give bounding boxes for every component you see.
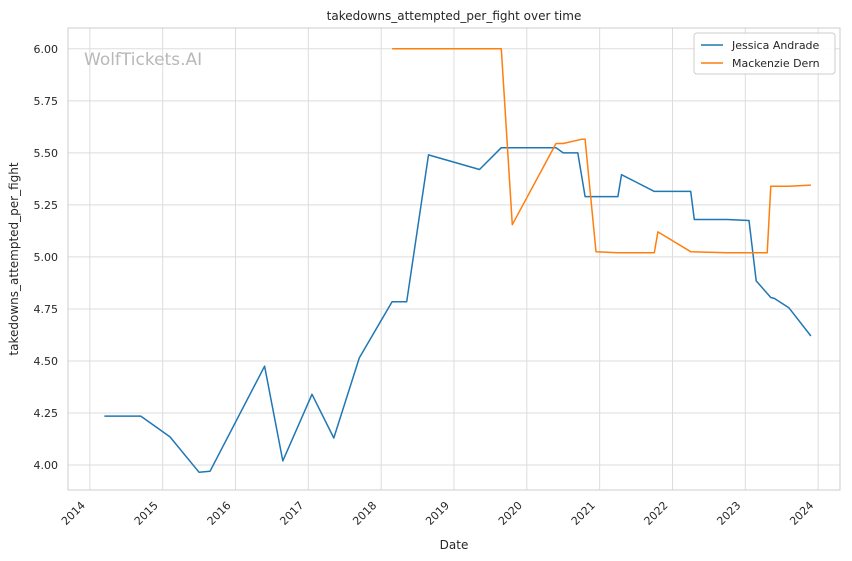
y-axis-ticks: 4.00 4.25 4.50 4.75 5.00 5.25 5.50 5.75 6.00 [34,43,59,472]
watermark: WolfTickets.AI [84,50,202,70]
chart-title: takedowns_attempted_per_fight over time [327,9,582,23]
x-tick-label: 2023 [714,499,743,528]
x-tick-label: 2020 [496,499,525,528]
y-tick-label: 5.25 [34,199,59,212]
x-tick-label: 2018 [350,499,379,528]
y-tick-label: 4.25 [34,407,59,420]
x-tick-label: 2019 [423,499,452,528]
plot-frame [67,27,841,491]
grid [68,28,840,490]
x-tick-label: 2022 [642,499,671,528]
y-tick-label: 6.00 [34,43,59,56]
y-tick-label: 5.50 [34,147,59,160]
x-axis-label: Date [440,538,469,552]
series-lines [104,48,812,474]
x-tick-label: 2016 [205,499,234,528]
series-line-mackenzie-dern [392,48,811,254]
legend: Jessica Andrade Mackenzie Dern [693,32,836,75]
x-tick-label: 2024 [787,499,816,528]
y-tick-label: 4.50 [34,355,59,368]
x-axis-ticks: 2014 2015 2016 2017 2018 2019 2020 2021 2022 2023… [59,499,816,528]
y-tick-label: 4.75 [34,303,59,316]
y-axis-label: takedowns_attempted_per_fight [7,162,21,355]
x-tick-label: 2017 [277,499,306,528]
x-tick-label: 2015 [132,499,161,528]
legend-label-jessica-andrade: Jessica Andrade [731,39,820,52]
legend-label-mackenzie-dern: Mackenzie Dern [732,57,820,70]
series-line-jessica-andrade [104,146,812,474]
y-tick-label: 4.00 [34,459,59,472]
y-tick-label: 5.75 [34,95,59,108]
y-tick-label: 5.00 [34,251,59,264]
legend-box [693,32,836,75]
x-tick-label: 2014 [59,499,88,528]
x-tick-label: 2021 [569,499,598,528]
